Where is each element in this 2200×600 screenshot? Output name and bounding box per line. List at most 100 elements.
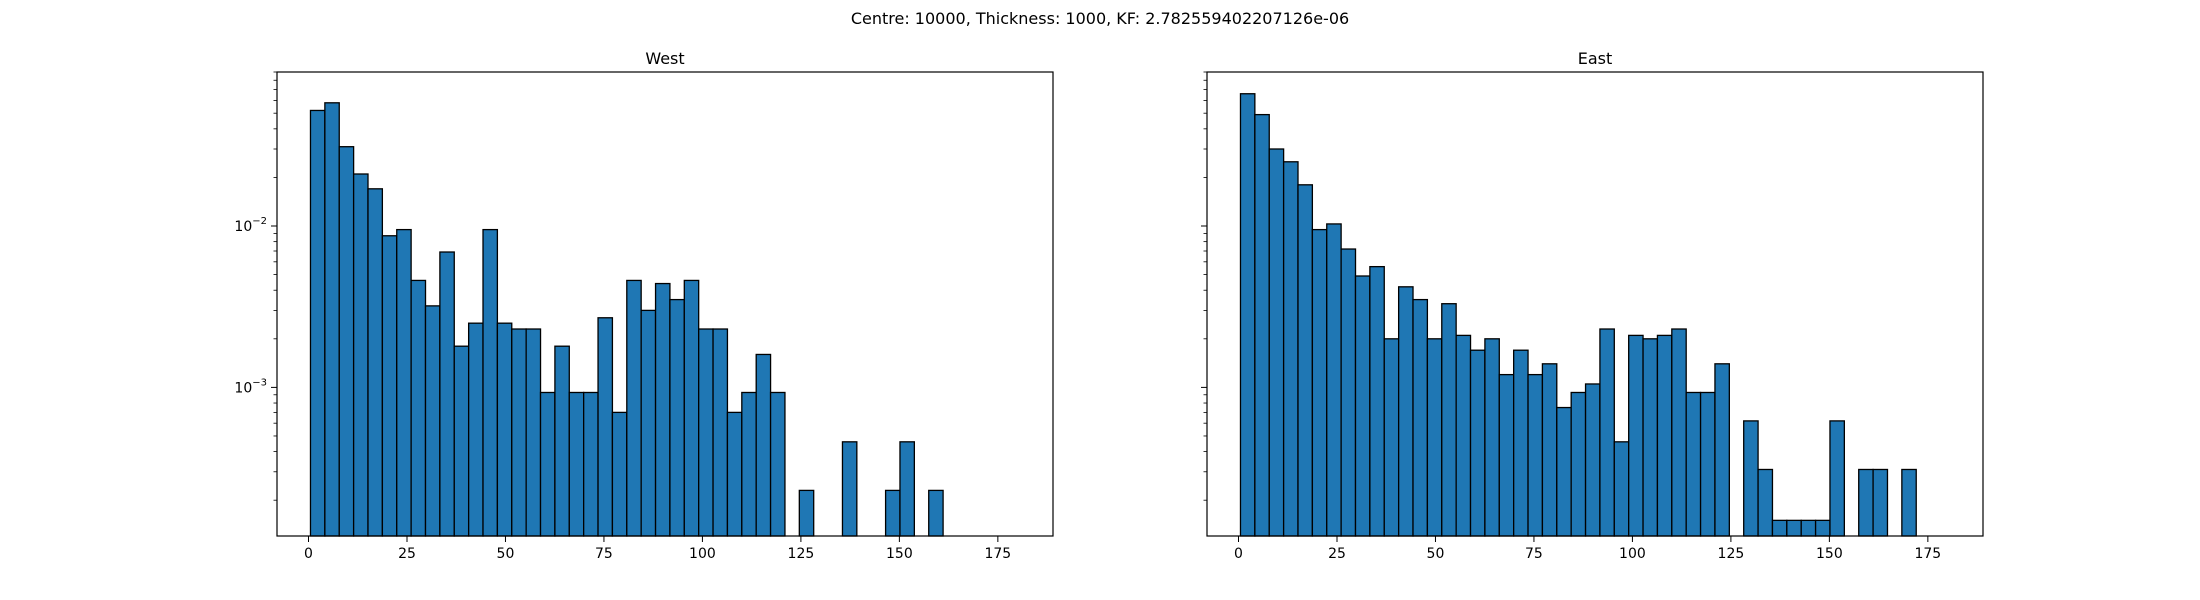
west-y-tick-label: 10−2 (234, 216, 267, 235)
west-x-tick-label: 0 (304, 546, 313, 562)
west-bar (626, 279, 642, 537)
west-bar (654, 282, 671, 537)
east-x-tick-label: 175 (1914, 546, 1941, 562)
east-axes-frame (1206, 71, 1984, 537)
east-title: East (1578, 49, 1613, 68)
west-axes-frame (276, 71, 1054, 537)
west-bar (611, 411, 628, 537)
west-bar (424, 305, 441, 537)
west-bar (712, 328, 729, 537)
east-bar (1369, 265, 1385, 537)
west-x-tick-label: 125 (788, 546, 815, 562)
west-bar (525, 328, 542, 537)
west-bar (453, 345, 470, 537)
west-bar (683, 279, 700, 537)
east-bar (1642, 338, 1659, 537)
west-bar (798, 489, 815, 537)
west-bar (726, 411, 743, 537)
west-bar (597, 317, 614, 537)
east-bar (1254, 113, 1270, 537)
east-bar (1326, 223, 1342, 537)
east-bar (1556, 406, 1572, 537)
east-bars (1239, 93, 1917, 537)
west-bar (496, 322, 513, 537)
west-bar (338, 146, 355, 537)
west-bar (769, 391, 786, 537)
east-bar (1541, 363, 1558, 537)
west-bar (841, 441, 858, 537)
west-bar (367, 188, 384, 537)
west-bar (568, 391, 585, 537)
west-bar (467, 322, 484, 537)
west-bar (698, 328, 714, 537)
west-bar (539, 391, 556, 537)
east-bar (1397, 286, 1414, 537)
west-bar (899, 441, 915, 537)
east-bar (1584, 383, 1601, 537)
west-bar (755, 353, 772, 537)
west-x-tick-label: 25 (398, 546, 416, 562)
east-bar (1426, 338, 1443, 537)
east-panel: East 0 25 50 75 100 125 150 175 (1201, 49, 1984, 562)
east-bar (1441, 303, 1457, 537)
west-bar (352, 173, 369, 537)
east-bar (1455, 334, 1472, 537)
east-axes: 0 25 50 75 100 125 150 175 (1201, 71, 1984, 562)
west-x-tick-label: 75 (595, 546, 613, 562)
east-bar (1901, 468, 1917, 537)
east-bar (1771, 519, 1788, 537)
west-x-tick-label: 50 (497, 546, 515, 562)
east-bar (1268, 148, 1285, 537)
west-bars (309, 102, 944, 537)
west-bar (928, 489, 944, 537)
east-bar (1282, 161, 1299, 537)
east-bar (1671, 328, 1687, 537)
east-bar (1743, 420, 1759, 537)
east-bar (1786, 519, 1802, 537)
east-bar (1484, 338, 1500, 537)
east-bar (1383, 338, 1400, 537)
west-title: West (645, 49, 684, 68)
east-bar (1354, 275, 1371, 537)
east-bar (1757, 468, 1774, 537)
east-bar (1814, 519, 1831, 537)
west-bar (482, 228, 499, 537)
east-bar (1656, 334, 1673, 537)
east-x-tick-label: 75 (1525, 546, 1543, 562)
figure-suptitle: Centre: 10000, Thickness: 1000, KF: 2.78… (851, 9, 1349, 28)
east-bar (1239, 93, 1256, 537)
east-x-tick-label: 0 (1234, 546, 1243, 562)
east-bar (1469, 349, 1486, 537)
west-bar (554, 345, 570, 537)
east-x-tick-label: 125 (1718, 546, 1745, 562)
west-bar (410, 279, 427, 537)
west-bar (381, 235, 398, 537)
east-bar (1699, 391, 1716, 537)
west-bar (324, 102, 340, 537)
west-bar (741, 391, 757, 537)
west-axes: 0 25 50 75 100 125 150 175 10−2 10−3 (234, 71, 1054, 562)
east-x-tick-label: 100 (1619, 546, 1646, 562)
east-bar (1527, 373, 1544, 537)
west-x-tick-label: 100 (689, 546, 716, 562)
west-bar (640, 309, 657, 537)
east-bar (1498, 373, 1515, 537)
west-panel: West 0 25 50 75 100 125 150 175 10−2 10−3 (234, 49, 1054, 562)
east-bar (1311, 228, 1328, 537)
west-bar (884, 489, 901, 537)
east-bar (1628, 334, 1644, 537)
west-bar (583, 391, 599, 537)
east-bar (1858, 468, 1874, 537)
west-x-tick-label: 150 (886, 546, 913, 562)
east-bar (1599, 328, 1615, 537)
west-bar (309, 109, 326, 537)
west-x-tick-label: 175 (984, 546, 1011, 562)
west-bar (511, 328, 527, 537)
east-x-tick-label: 50 (1427, 546, 1445, 562)
west-bar (439, 251, 455, 537)
east-bar (1829, 420, 1845, 537)
east-bar (1297, 184, 1314, 537)
east-bar (1872, 468, 1889, 537)
west-y-tick-label: 10−3 (234, 377, 267, 396)
